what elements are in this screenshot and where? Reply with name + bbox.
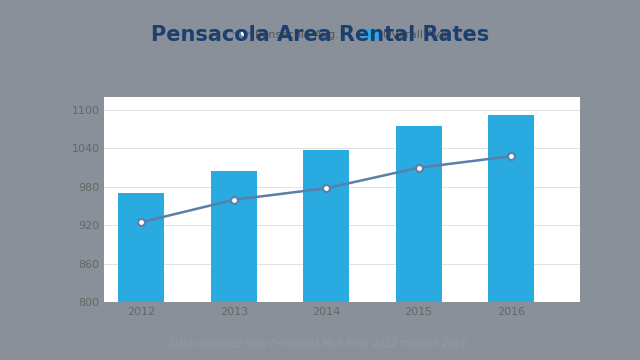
Bar [118, 193, 164, 302]
Legend: Pensacola Avg., Overall Avg.: Pensacola Avg., Overall Avg. [230, 25, 455, 44]
Bar [211, 171, 257, 302]
Text: Data compiled from Pensacola MLS from 2012 through 2016.: Data compiled from Pensacola MLS from 20… [170, 339, 470, 349]
Bar [396, 126, 442, 302]
Bar [303, 150, 349, 302]
Text: Pensacola Area Rental Rates: Pensacola Area Rental Rates [151, 25, 489, 45]
Bar [488, 115, 534, 302]
